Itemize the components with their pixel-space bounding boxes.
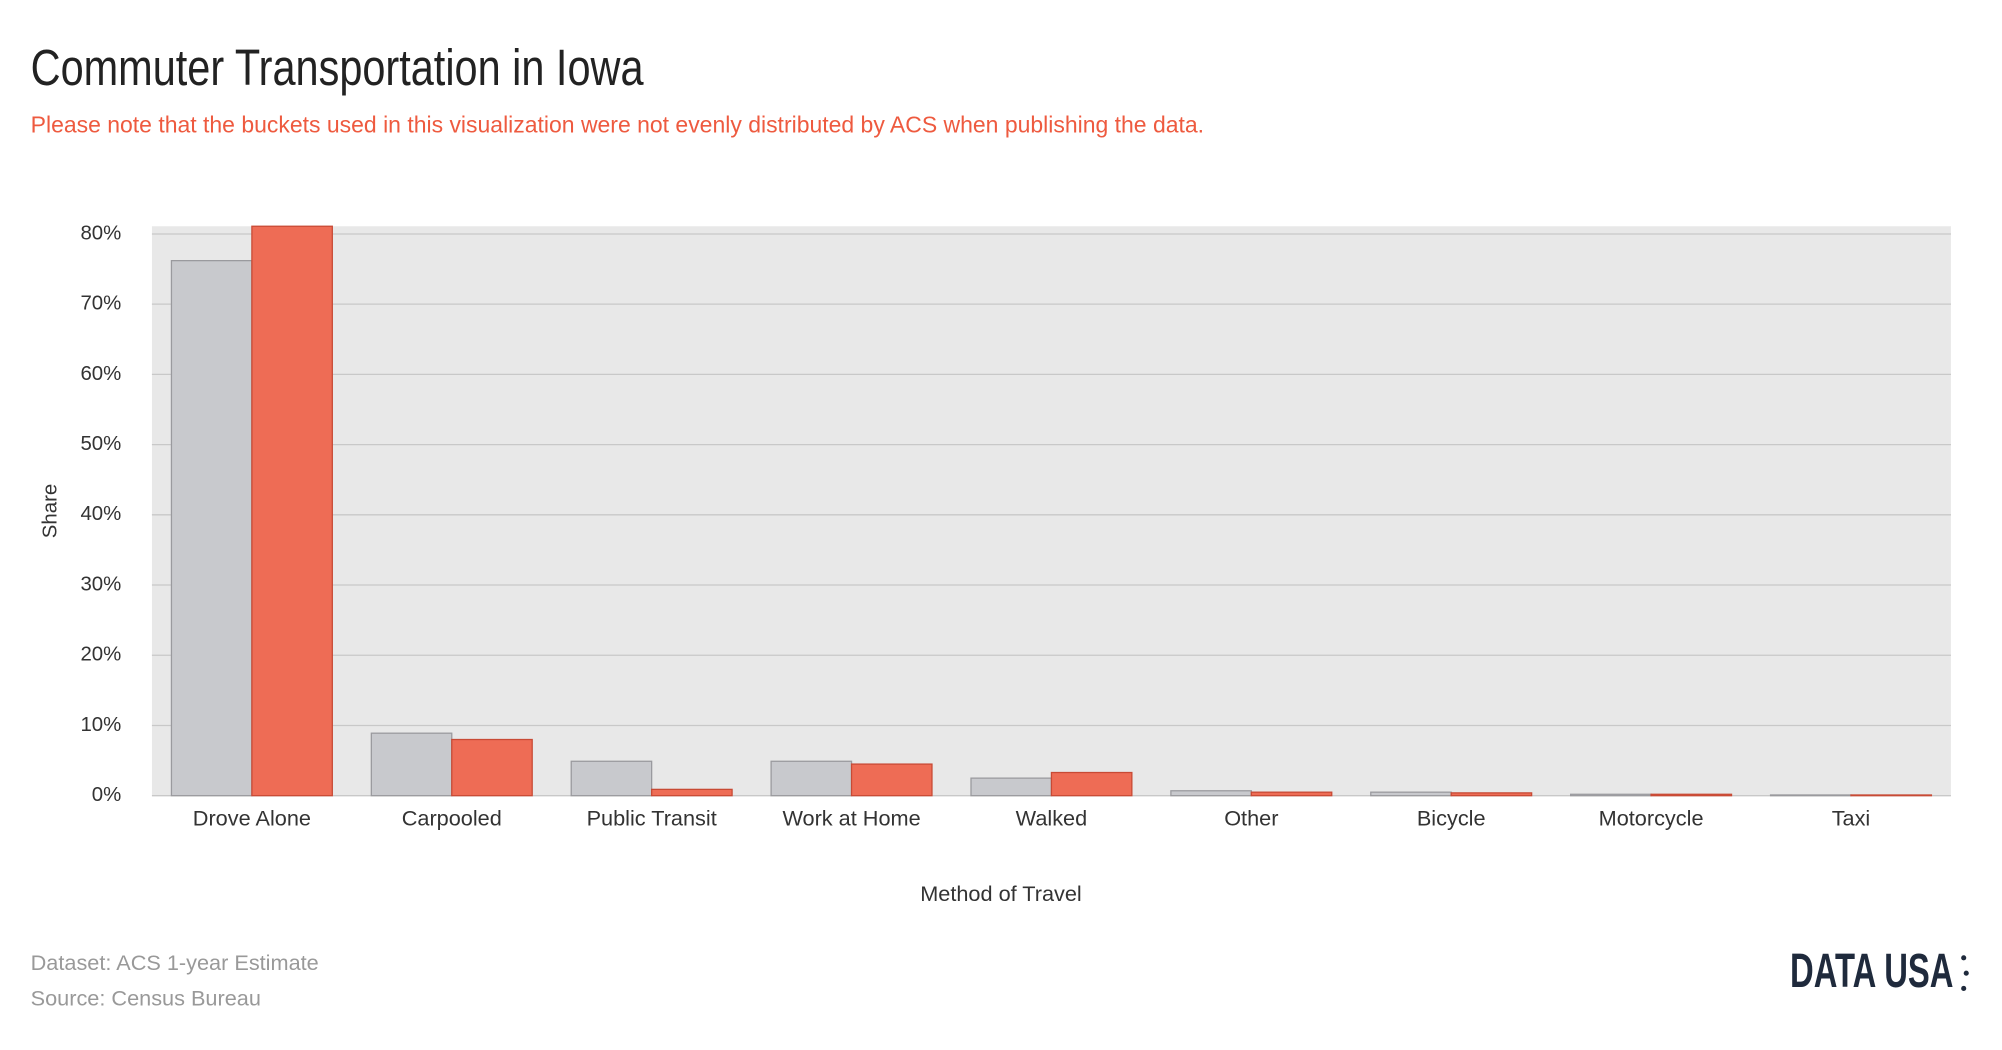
y-tick-label: 40% <box>80 503 121 525</box>
bar <box>1570 793 1652 797</box>
x-axis-label: Method of Travel <box>920 881 1082 906</box>
y-tick-label: 60% <box>80 363 121 385</box>
chart-title: Commuter Transportation in Iowa <box>31 39 644 96</box>
bar <box>370 732 453 797</box>
bar <box>1769 794 1852 797</box>
bar <box>651 788 733 797</box>
x-tick-label: Work at Home <box>782 806 920 831</box>
logo: DATA USA <box>1790 944 1953 998</box>
chart-subtitle: Please note that the buckets used in thi… <box>31 112 1204 138</box>
bar <box>451 738 533 797</box>
y-tick-label: 0% <box>92 784 122 806</box>
y-tick-label: 70% <box>80 293 121 315</box>
y-tick-label: 20% <box>80 644 121 666</box>
bar <box>570 760 653 797</box>
y-tick-label: 10% <box>80 714 121 736</box>
bar <box>1370 791 1452 797</box>
y-tick-label: 50% <box>80 433 121 455</box>
x-tick-label: Bicycle <box>1417 806 1486 831</box>
x-tick-label: Public Transit <box>587 806 717 831</box>
y-axis-label: Share <box>39 484 61 538</box>
bar <box>1450 792 1533 797</box>
footer-note: Source: Census Bureau <box>31 986 261 1011</box>
x-tick-label: Carpooled <box>402 806 502 831</box>
bar <box>1250 791 1333 797</box>
logo-stars <box>1961 955 1969 992</box>
bar <box>970 777 1053 797</box>
y-tick-label: 30% <box>80 573 121 595</box>
x-tick-label: Other <box>1224 806 1278 831</box>
x-tick-label: Walked <box>1016 806 1088 831</box>
y-tick-label: 80% <box>80 222 121 244</box>
bar <box>770 760 853 797</box>
bar <box>1850 794 1933 797</box>
bar <box>1650 793 1733 797</box>
bar <box>1170 790 1252 797</box>
footer-note: Dataset: ACS 1-year Estimate <box>31 950 319 975</box>
x-tick-label: Drove Alone <box>193 806 311 831</box>
plot-area <box>151 226 1951 796</box>
bar <box>251 225 333 797</box>
bar <box>170 259 253 797</box>
bar <box>850 763 933 797</box>
x-tick-label: Taxi <box>1832 806 1871 831</box>
x-tick-label: Motorcycle <box>1599 806 1704 831</box>
bar <box>1050 771 1133 797</box>
